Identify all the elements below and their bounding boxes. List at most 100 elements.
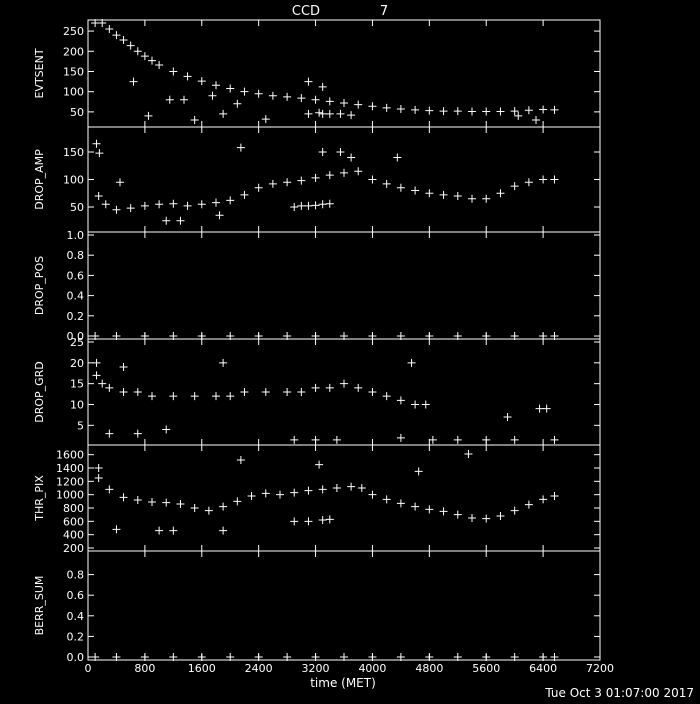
panel-2-point-15 (297, 176, 306, 185)
panel-6-point-3 (169, 653, 178, 661)
panel-5-point-17 (332, 484, 341, 492)
panel-5-point-45 (318, 516, 327, 524)
panel-1-point-52 (144, 111, 153, 120)
chart-title-left: CCD (292, 4, 320, 19)
panel-1-point-24 (368, 102, 377, 111)
panel-4-point-3 (119, 388, 128, 396)
panel-1-point-13 (212, 81, 220, 90)
panel-6-ytick-label-2: 0.4 (67, 610, 85, 623)
panel-1-point-43 (233, 99, 242, 108)
panel-1-point-44 (304, 77, 313, 86)
panel-4-point-16 (340, 379, 348, 388)
panel-1-point-23 (354, 100, 363, 109)
panel-6-ytick-label-1: 0.2 (67, 630, 85, 643)
panel-2-point-28 (482, 194, 491, 203)
panel-4-point-37 (162, 425, 171, 434)
panel-5-point-8 (204, 506, 213, 515)
panel-4-point-19 (382, 392, 391, 401)
panel-5-ytick-label-2: 600 (63, 515, 84, 528)
panel-1-point-37 (550, 105, 559, 114)
panel-4-point-7 (190, 392, 199, 401)
panel-5-point-28 (482, 514, 491, 523)
panel-2-point-40 (290, 203, 299, 211)
panel-6-point-13 (453, 653, 462, 661)
panel-1-point-50 (336, 109, 345, 118)
panel-1-point-41 (208, 91, 217, 100)
panel-1-point-45 (318, 82, 327, 91)
panel-2-point-14 (283, 178, 292, 187)
panel-5-point-35 (236, 456, 245, 464)
panel-6-point-14 (482, 653, 491, 661)
panel-4-ytick-label-4: 25 (70, 336, 84, 349)
panel-1-point-15 (240, 87, 249, 96)
panel-6-point-11 (396, 653, 405, 661)
panel-5-point-23 (411, 502, 420, 511)
panel-4-point-31 (92, 358, 101, 367)
panel-1-point-19 (297, 94, 306, 103)
panel-4-ytick-label-2: 15 (70, 378, 84, 391)
panel-6-point-9 (340, 653, 348, 661)
panel-2-point-7 (183, 201, 192, 210)
panel-4-point-34 (407, 358, 416, 367)
panel-5-point-34 (94, 464, 103, 472)
panel-2-point-1 (101, 200, 110, 209)
panel-2-point-10 (226, 196, 235, 205)
panel-1-point-49 (325, 109, 334, 118)
panel-5-point-44 (304, 517, 313, 526)
panel-6-point-5 (226, 653, 235, 661)
panel-2-point-39 (393, 153, 402, 162)
panel-3-ytick-label-0: 0.0 (67, 330, 85, 343)
panel-3-ytick-label-4: 0.8 (67, 249, 85, 262)
panel-3-ylabel: DROP_POS (33, 256, 46, 315)
panel-5-ytick-label-5: 1200 (56, 475, 84, 488)
panel-5-point-5 (162, 498, 171, 507)
panel-5-ytick-label-6: 1400 (56, 462, 84, 475)
panel-5-ytick-label-4: 1000 (56, 489, 84, 502)
panel-4-point-22 (421, 400, 430, 409)
panel-1-point-14 (226, 84, 235, 93)
panel-5-point-41 (169, 526, 178, 535)
panel-4-point-24 (453, 435, 462, 444)
panel-2-point-31 (524, 178, 533, 187)
panel-4-point-25 (482, 435, 491, 444)
panel-4-point-0 (92, 371, 101, 380)
panel-5-point-37 (414, 467, 423, 476)
panel-2-point-43 (311, 201, 320, 210)
panel-2-point-17 (325, 171, 334, 180)
panel-6-point-7 (283, 653, 292, 661)
panel-4-ylabel: DROP_GRD (33, 361, 46, 423)
panel-5-point-32 (539, 495, 548, 504)
panel-1-point-36 (539, 105, 548, 114)
panel-2-point-26 (453, 192, 462, 200)
panel-1-point-1 (98, 19, 107, 27)
panel-5-point-20 (368, 490, 377, 499)
panel-1-point-10 (169, 67, 178, 76)
panel-1-point-53 (190, 115, 199, 124)
panel-2-point-36 (236, 143, 245, 152)
panel-1-point-2 (105, 25, 114, 34)
panel-5-point-25 (439, 507, 448, 516)
panel-4-point-9 (226, 392, 235, 401)
panel-2-point-23 (411, 186, 420, 195)
panel-5-point-39 (112, 525, 121, 534)
panel-4-point-13 (297, 388, 306, 396)
panel-5-point-2 (119, 493, 128, 502)
panel-4-point-38 (396, 433, 405, 442)
panel-6-point-1 (112, 653, 121, 661)
panel-4-point-1 (98, 379, 107, 388)
panel-1-point-51 (347, 111, 356, 120)
panel-5-point-9 (219, 502, 228, 511)
panel-5-point-30 (510, 506, 519, 515)
panel-5-point-24 (425, 505, 434, 514)
panel-4-point-18 (368, 388, 377, 396)
panel-4-point-35 (105, 429, 114, 438)
panel-1-point-3 (112, 31, 121, 40)
panel-2-point-46 (162, 216, 171, 225)
panel-1-point-28 (425, 106, 434, 115)
panel-4-point-30 (332, 435, 341, 444)
panel-4-point-10 (240, 388, 249, 396)
panel-2-point-19 (354, 167, 363, 176)
panel-5-point-26 (453, 510, 462, 519)
panel-5-point-36 (315, 460, 324, 469)
panel-2-point-48 (215, 211, 224, 220)
